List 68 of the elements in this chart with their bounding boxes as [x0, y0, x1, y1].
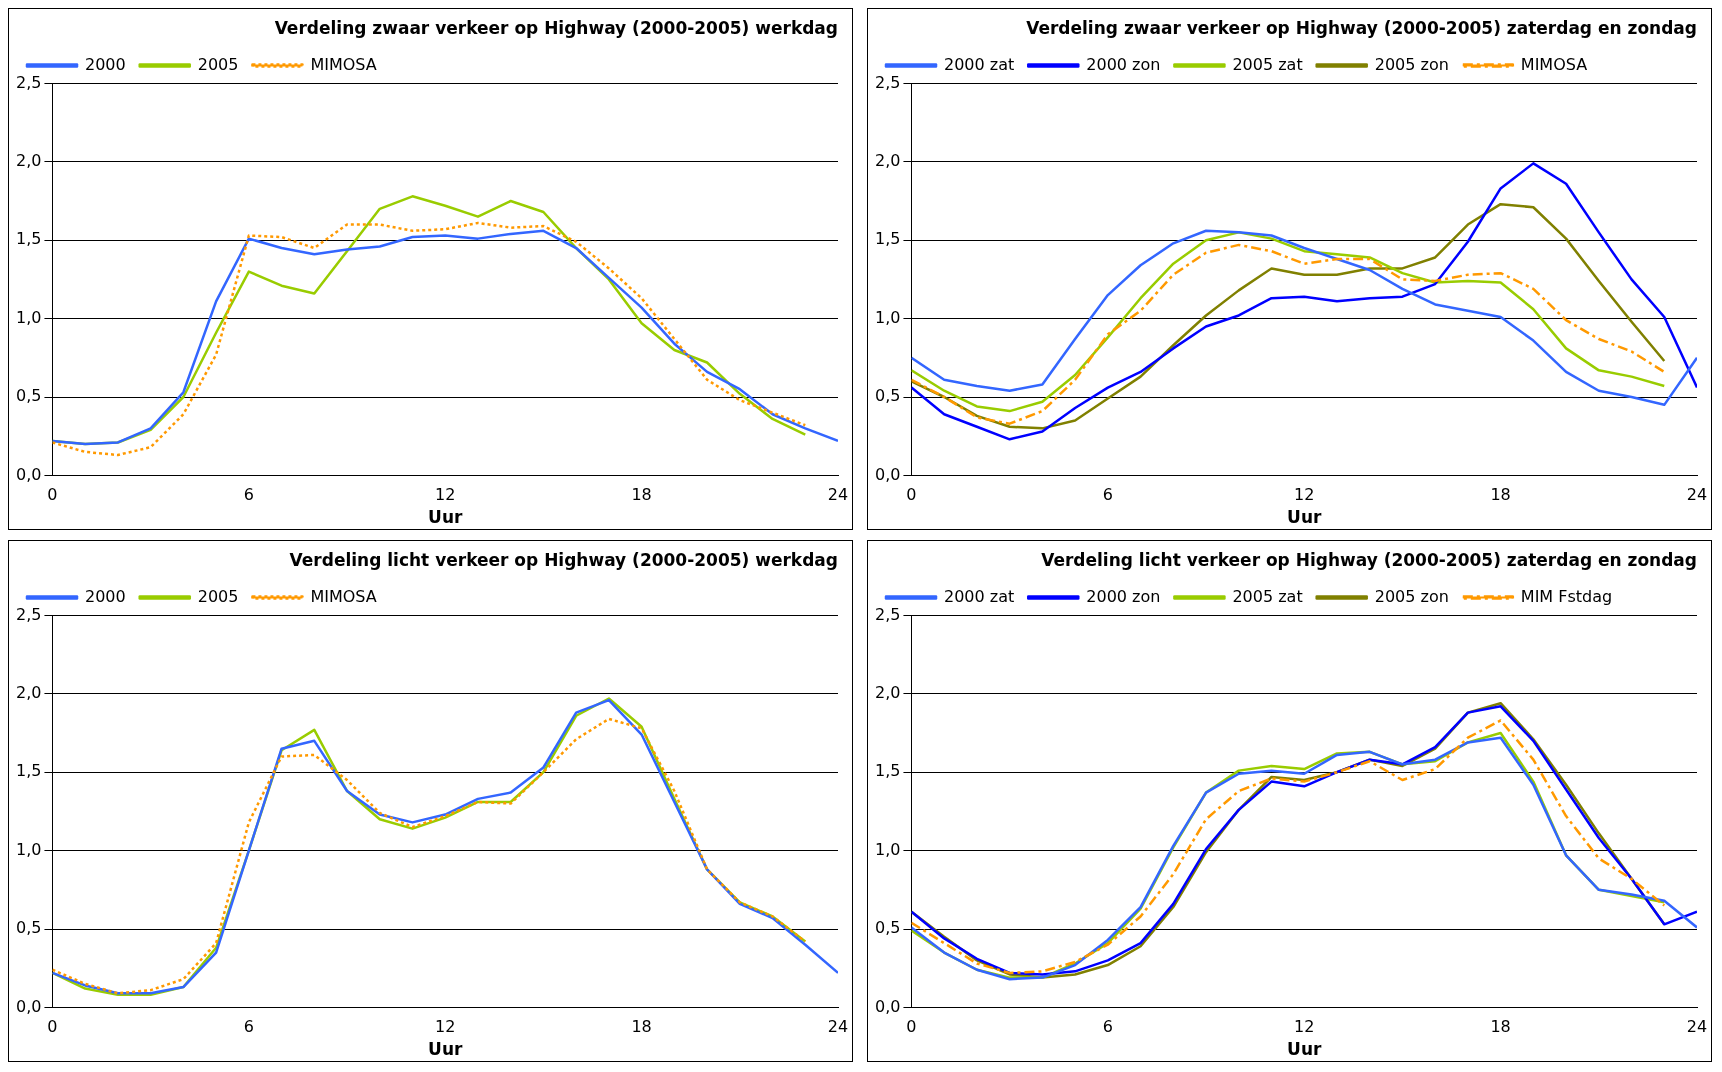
- legend-label: 2005 zon: [1374, 586, 1449, 606]
- y-tick-label: 0,0: [874, 996, 901, 1016]
- x-tick-label: 0: [47, 485, 58, 505]
- x-axis-title: Uur: [428, 507, 463, 528]
- legend-label: 2005: [197, 54, 239, 74]
- x-tick-label: 6: [1102, 1017, 1113, 1037]
- x-tick-label: 12: [435, 485, 456, 505]
- y-tick-label: 1,5: [874, 229, 901, 249]
- legend-label: 2000: [85, 586, 126, 606]
- legend-label: MIMOSA: [310, 54, 377, 74]
- chart-title: Verdeling licht verkeer op Highway (2000-2005) zaterdag en zondag: [1041, 549, 1697, 570]
- x-tick-label: 6: [243, 485, 254, 505]
- y-tick-label: 0,0: [15, 996, 42, 1016]
- y-tick-label: 1,0: [15, 839, 42, 859]
- legend-label: MIM Fstdag: [1520, 586, 1613, 606]
- chart-title: Verdeling licht verkeer op Highway (2000-2005) werkdag: [289, 549, 838, 570]
- legend-label: 2000: [85, 54, 126, 74]
- x-tick-label: 18: [631, 485, 652, 505]
- y-tick-label: 2,0: [874, 682, 901, 702]
- y-tick-label: 1,5: [15, 761, 42, 781]
- x-tick-label: 18: [1490, 485, 1511, 505]
- x-tick-label: 0: [47, 1017, 58, 1037]
- x-tick-label: 24: [827, 485, 849, 505]
- legend-label: 2005 zat: [1232, 586, 1303, 606]
- y-tick-label: 2,5: [874, 72, 901, 92]
- legend-label: MIMOSA: [1520, 54, 1588, 74]
- x-tick-label: 12: [1294, 1017, 1315, 1037]
- legend-label: 2000 zon: [1086, 54, 1161, 74]
- x-axis-title: Uur: [1287, 1039, 1322, 1060]
- y-tick-label: 0,0: [15, 464, 42, 484]
- x-axis-title: Uur: [428, 1039, 463, 1060]
- chart-title: Verdeling zwaar verkeer op Highway (2000-2005) werkdag: [274, 17, 838, 38]
- y-tick-label: 1,5: [874, 761, 901, 781]
- x-tick-label: 0: [906, 485, 917, 505]
- y-tick-label: 1,0: [874, 839, 901, 859]
- y-tick-label: 1,0: [15, 307, 42, 327]
- legend-label: 2005 zat: [1232, 54, 1303, 74]
- y-tick-label: 0,5: [15, 386, 42, 406]
- y-tick-label: 0,0: [874, 464, 901, 484]
- y-tick-label: 1,0: [874, 307, 901, 327]
- y-tick-label: 0,5: [874, 918, 901, 938]
- y-tick-label: 2,5: [15, 72, 42, 92]
- x-tick-label: 18: [1490, 1017, 1511, 1037]
- legend-label: 2005: [197, 586, 239, 606]
- x-tick-label: 6: [1102, 485, 1113, 505]
- y-tick-label: 0,5: [874, 386, 901, 406]
- y-tick-label: 2,5: [874, 604, 901, 624]
- x-tick-label: 24: [1686, 1017, 1708, 1037]
- x-tick-label: 24: [827, 1017, 849, 1037]
- x-axis-title: Uur: [1287, 507, 1322, 528]
- legend-label: 2000 zat: [944, 586, 1015, 606]
- x-tick-label: 6: [243, 1017, 254, 1037]
- x-tick-label: 0: [906, 1017, 917, 1037]
- x-tick-label: 12: [435, 1017, 456, 1037]
- y-tick-label: 2,0: [15, 150, 42, 170]
- y-tick-label: 2,0: [874, 150, 901, 170]
- y-tick-label: 1,5: [15, 229, 42, 249]
- y-tick-label: 0,5: [15, 918, 42, 938]
- legend-label: 2005 zon: [1374, 54, 1449, 74]
- x-tick-label: 24: [1686, 485, 1708, 505]
- legend-label: MIMOSA: [310, 586, 377, 606]
- y-tick-label: 2,0: [15, 682, 42, 702]
- y-tick-label: 2,5: [15, 604, 42, 624]
- x-tick-label: 18: [631, 1017, 652, 1037]
- legend-label: 2000 zon: [1086, 586, 1161, 606]
- chart-title: Verdeling zwaar verkeer op Highway (2000-2005) zaterdag en zondag: [1026, 17, 1697, 38]
- legend-label: 2000 zat: [944, 54, 1015, 74]
- x-tick-label: 12: [1294, 485, 1315, 505]
